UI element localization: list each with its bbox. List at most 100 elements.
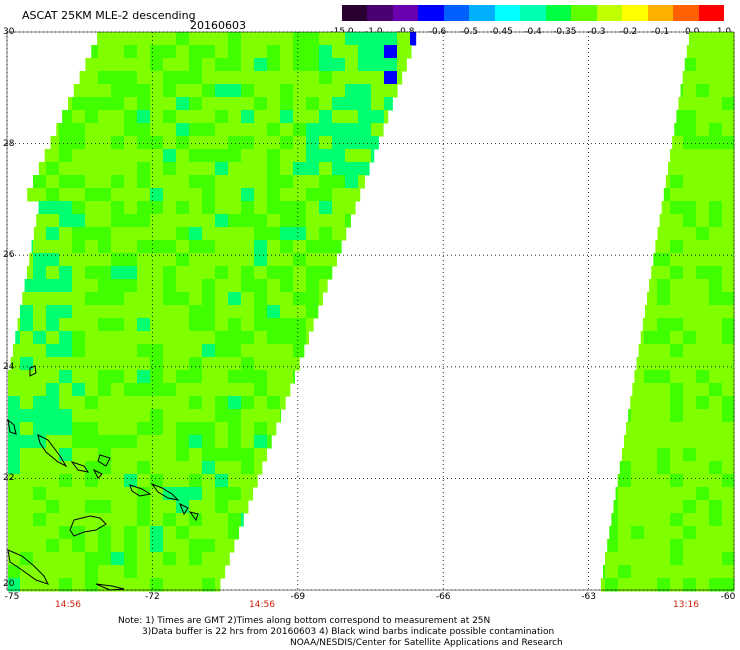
- swath-cell: [176, 253, 190, 267]
- swath-cell: [202, 474, 216, 488]
- swath-cell: [215, 448, 229, 462]
- swath-cell: [611, 513, 619, 527]
- swath-cell: [280, 292, 294, 306]
- swath-cell: [17, 318, 21, 332]
- swath-cell: [670, 162, 684, 176]
- swath-cell: [631, 487, 645, 501]
- swath-cell: [72, 253, 86, 267]
- swath-cell: [124, 461, 138, 475]
- swath-cell: [111, 162, 125, 176]
- swath-cell: [332, 175, 346, 189]
- swath-cell: [215, 214, 229, 228]
- swath-cell: [722, 214, 735, 228]
- swath-cell: [33, 396, 47, 410]
- swath-cell: [189, 201, 203, 215]
- swath-cell: [124, 175, 138, 189]
- swath-cell: [683, 71, 697, 85]
- swath-cell: [618, 513, 632, 527]
- swath-cell: [111, 422, 125, 436]
- swath-cell: [628, 409, 632, 423]
- swath-cell: [280, 331, 294, 345]
- swath-cell: [189, 344, 203, 358]
- swath-cell: [85, 227, 99, 241]
- swath-cell: [631, 409, 645, 423]
- swath-cell: [657, 565, 671, 579]
- swath-cell: [163, 526, 177, 540]
- swath-cell: [59, 201, 73, 215]
- swath-cell: [683, 266, 697, 280]
- swath-cell: [59, 409, 73, 423]
- swath-cell: [215, 162, 229, 176]
- swath-cell: [670, 487, 684, 501]
- swath-cell: [33, 175, 47, 189]
- swath-cell: [189, 58, 203, 72]
- swath-cell: [358, 149, 372, 163]
- swath-cell: [20, 474, 34, 488]
- swath-cell: [254, 370, 268, 384]
- swath-cell: [267, 97, 281, 111]
- swath-cell: [670, 513, 684, 527]
- swath-cell: [36, 214, 47, 228]
- swath-cell: [683, 240, 697, 254]
- swath-cell: [228, 136, 242, 150]
- swath-cell: [605, 578, 619, 592]
- swath-cell: [647, 292, 658, 306]
- swath-cell: [124, 149, 138, 163]
- swath-cell: [267, 305, 281, 319]
- swath-cell: [85, 500, 99, 514]
- swath-cell: [163, 474, 177, 488]
- swath-cell: [241, 448, 255, 462]
- swath-cell: [267, 201, 281, 215]
- swath-cell: [33, 279, 47, 293]
- swath-cell: [150, 227, 164, 241]
- swath-cell: [163, 357, 177, 371]
- swath-cell: [189, 435, 203, 449]
- swath-cell: [72, 201, 86, 215]
- swath-cell: [657, 396, 671, 410]
- swath-cell: [150, 409, 164, 423]
- swath-cell: [163, 409, 177, 423]
- swath-cell: [319, 240, 333, 254]
- swath-cell: [241, 214, 255, 228]
- swath-cell: [137, 435, 151, 449]
- swath-cell: [267, 110, 281, 124]
- swath-cell: [163, 201, 177, 215]
- swath-cell: [111, 45, 125, 59]
- swath-cell: [150, 448, 164, 462]
- swath-cell: [150, 552, 164, 566]
- swath-cell: [8, 461, 21, 475]
- swath-cell: [111, 253, 125, 267]
- swath-cell: [667, 162, 671, 176]
- swath-cell: [20, 487, 34, 501]
- swath-cell: [683, 526, 697, 540]
- swath-cell: [228, 214, 242, 228]
- map-frame: [6, 31, 735, 591]
- coastline-segment: [7, 549, 49, 585]
- swath-cell: [397, 84, 398, 98]
- swath-cell: [358, 175, 365, 189]
- swath-cell: [98, 188, 112, 202]
- colorbar-swatch: [443, 5, 470, 21]
- coastline-segment: [7, 418, 17, 435]
- swath-cell: [62, 110, 73, 124]
- swath-cell: [215, 123, 229, 137]
- swath-cell: [72, 136, 86, 150]
- swath-cell: [371, 45, 385, 59]
- swath-cell: [33, 188, 47, 202]
- swath-cell: [85, 279, 99, 293]
- swath-cell: [644, 318, 658, 332]
- swath-cell: [228, 175, 242, 189]
- swath-cell: [72, 266, 86, 280]
- swath-cell: [202, 136, 216, 150]
- swath-cell: [137, 201, 151, 215]
- swath-cell: [267, 84, 281, 98]
- swath-cell: [111, 513, 125, 527]
- swath-cell: [709, 344, 723, 358]
- swath-cell: [215, 71, 229, 85]
- swath-cell: [98, 292, 112, 306]
- swath-cell: [98, 253, 112, 267]
- swath-cell: [670, 435, 684, 449]
- swath-cell: [319, 84, 333, 98]
- swath-cell: [254, 45, 268, 59]
- swath-cell: [293, 305, 307, 319]
